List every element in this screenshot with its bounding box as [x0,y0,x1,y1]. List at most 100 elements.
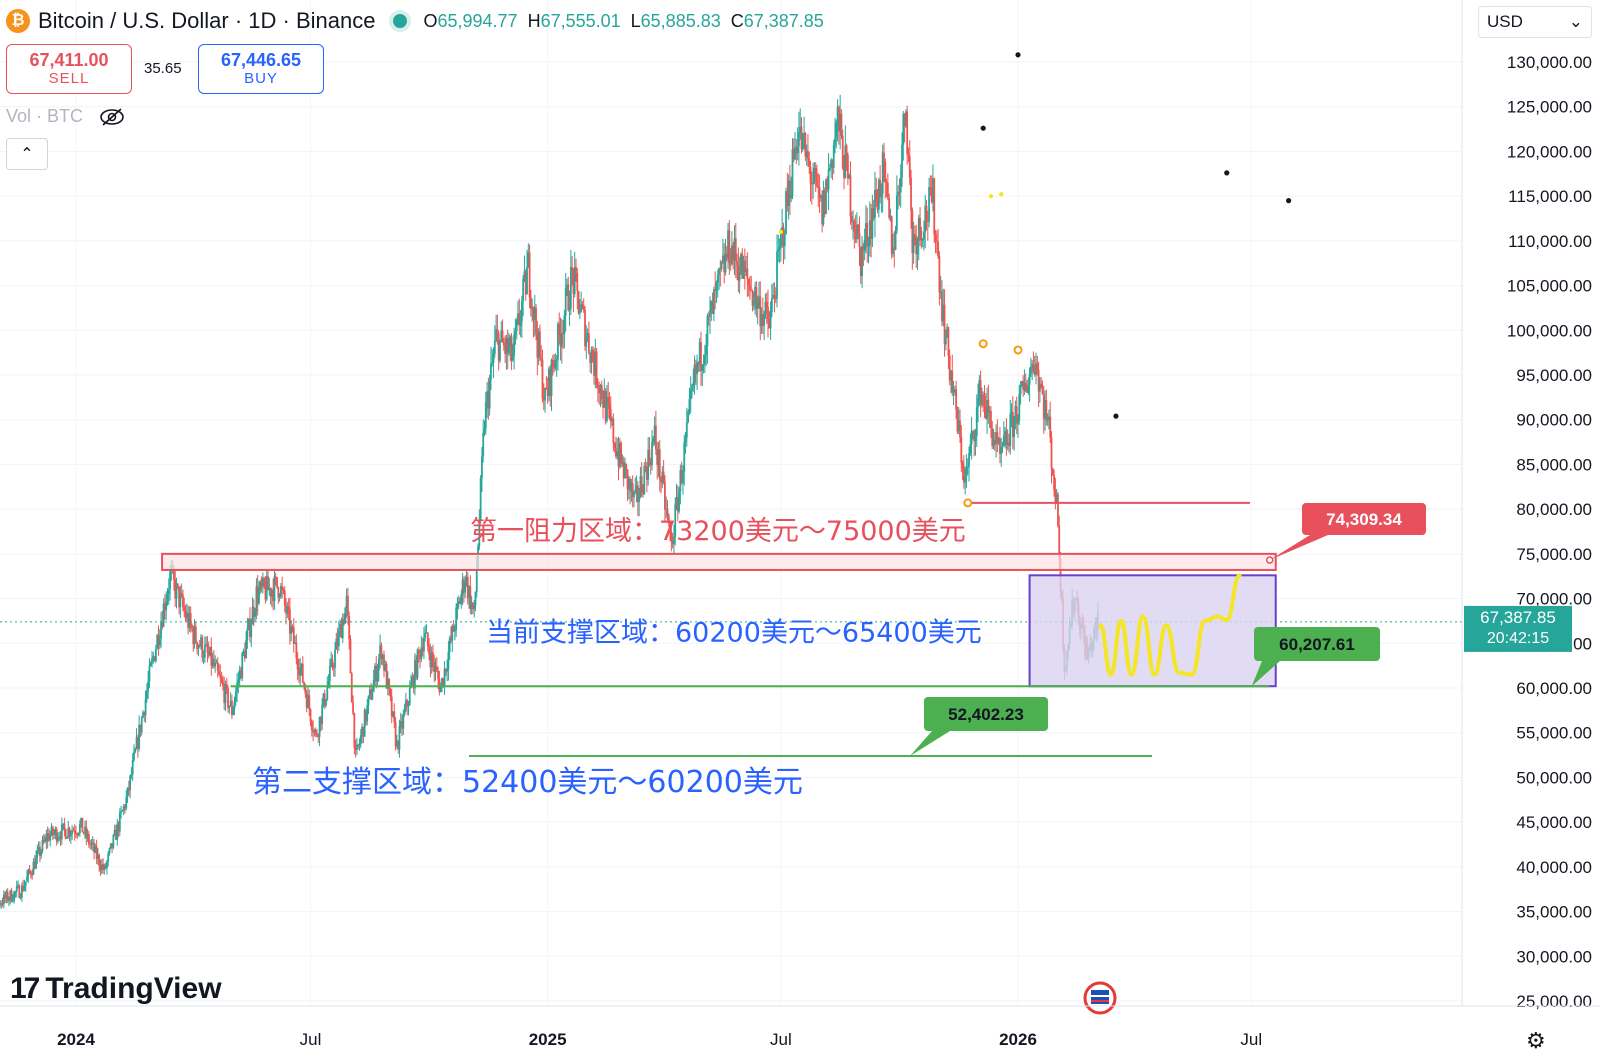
candle-body [325,699,327,706]
symbol-title[interactable]: Bitcoin / U.S. Dollar · 1D · Binance [38,8,376,33]
candle-body [821,195,824,225]
candle-body [394,721,397,747]
price-tick-label: 90,000.00 [1516,411,1592,430]
candle-body [791,149,794,196]
candle-body [915,235,918,255]
candle-body [515,319,518,331]
candle-body [880,193,883,198]
candle-body [937,241,940,256]
time-tick-label: 2026 [999,1030,1037,1049]
hide-eye-icon[interactable] [99,107,125,127]
candle-body [365,709,367,722]
candle-body [468,586,470,599]
collapse-legend-button[interactable]: ⌃ [6,138,48,170]
candle-body [144,698,147,716]
candle-body [197,645,200,649]
ohlc-high: H67,555.01 [527,10,621,31]
candle-body [49,834,52,841]
candle-body [2,894,5,905]
candle-body [72,830,75,832]
candle-body [991,427,994,446]
candle-body [51,826,54,836]
tradingview-logo: 17 TradingView [10,972,222,1006]
candle-body [761,314,764,326]
candle-body [633,491,635,498]
candle-body [831,159,834,168]
buy-button[interactable]: 67,446.65 BUY [198,44,324,94]
candle-body [345,595,348,608]
candle-body [564,288,567,316]
price-tick-label: 40,000.00 [1516,858,1592,877]
candle-body [162,603,165,627]
candle-body [1026,390,1028,393]
candle-body [228,705,231,709]
candle-body [461,579,464,595]
candle-body [299,667,302,676]
candle-body [371,691,374,700]
settings-gear-icon[interactable]: ⚙ [1526,1028,1546,1053]
candle-body [796,146,799,154]
candle-body [786,191,789,207]
candle-body [863,239,866,251]
candle-body [113,829,116,836]
candle-body [597,385,599,389]
price-tick-label: 30,000.00 [1516,947,1592,966]
candle-body [26,876,28,882]
candle-body [44,837,46,842]
candle-body [622,461,625,479]
candle-body [81,817,84,833]
candle-body [493,340,496,354]
candle-body [349,639,352,674]
candle-body [243,651,246,659]
candle-body [455,607,458,631]
last-price-value: 67,387.85 [1480,608,1556,627]
candle-body [1057,494,1059,526]
candle-body [912,234,915,254]
candle-body [62,823,65,825]
candle-body [294,642,296,645]
candle-body [33,861,36,869]
candle-body [541,359,544,399]
volume-indicator[interactable]: Vol · BTC [6,106,125,127]
currency-select[interactable]: USD ⌄ [1478,6,1592,38]
candle-body [178,586,180,608]
candle-body [751,290,754,306]
candle-body [1053,475,1055,490]
candle-body [356,744,358,750]
candle-body [520,301,523,322]
candle-body [830,159,833,169]
candle-body [428,646,430,655]
candle-body [336,638,339,647]
candle-body [126,787,129,798]
candle-body [310,722,313,730]
candle-body [135,737,138,750]
candle-body [930,189,933,203]
time-tick-label: 2025 [529,1030,567,1049]
candle-body [1004,430,1007,436]
candle-body [814,167,817,174]
candle-body [281,586,284,590]
candle-body [121,810,124,812]
candle-body [314,730,317,733]
candle-body [1035,363,1037,375]
candle-body [385,664,388,689]
candle-body [1037,369,1040,392]
time-axis[interactable]: 2024 Jul 2025 Jul 2026 Jul [0,1005,1600,1049]
candle-body [268,587,271,591]
candle-body [558,323,561,334]
candle-body [571,267,574,271]
candle-body [319,716,322,725]
sell-button[interactable]: 67,411.00 SELL [6,44,132,94]
candle-body [408,688,411,705]
us-flag-news-icon [1083,981,1117,1015]
candle-body [654,425,657,450]
candle-body [211,658,214,666]
candle-body [536,333,539,358]
price-axis[interactable]: 130,000.00 125,000.00 120,000.00 115,000.00… [1461,0,1592,1011]
candle-body [960,437,963,463]
candle-body [778,246,781,250]
candle-body [28,869,31,873]
swing-marker [1013,345,1023,355]
candle-body [156,635,159,649]
